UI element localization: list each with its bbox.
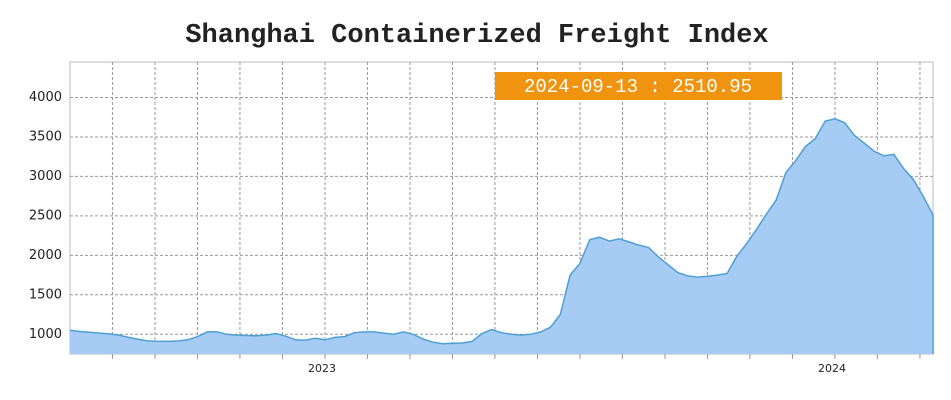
annotation-box — [495, 72, 782, 100]
y-tick-label: 3500 — [29, 129, 62, 144]
y-tick-label: 2500 — [29, 208, 62, 223]
y-tick-label: 1000 — [29, 327, 62, 342]
x-tick-label: 2023 — [308, 362, 336, 375]
annotation: 2024-09-13 : 2510.95 — [524, 76, 752, 98]
area — [70, 118, 933, 354]
y-tick-label: 1500 — [29, 287, 62, 302]
y-tick-label: 3000 — [29, 169, 62, 184]
y-tick-label: 2000 — [29, 248, 62, 263]
y-tick-label: 4000 — [29, 90, 62, 105]
chart-title: Shanghai Containerized Freight Index — [185, 21, 768, 51]
x-tick-label: 2024 — [818, 362, 846, 375]
line — [69, 118, 934, 345]
